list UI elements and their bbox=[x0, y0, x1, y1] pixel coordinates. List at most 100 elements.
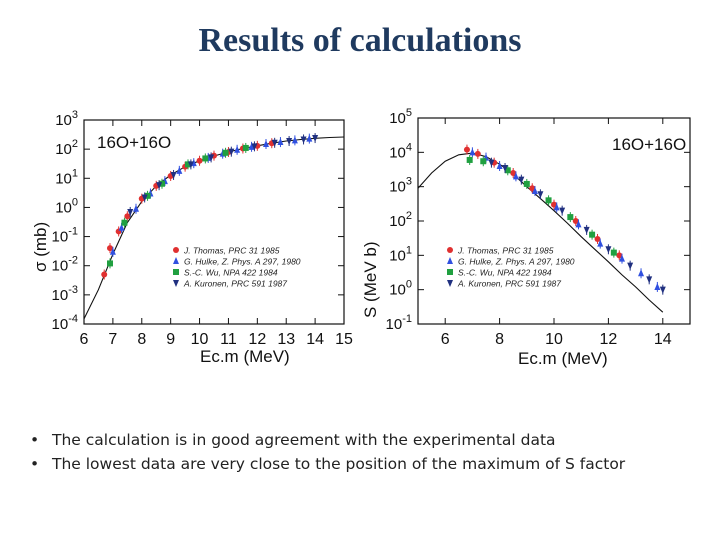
y-tick-label: 105 bbox=[389, 107, 412, 127]
data-point bbox=[594, 235, 601, 242]
data-point bbox=[551, 201, 557, 208]
data-point bbox=[496, 161, 503, 169]
y-tick-label: 10-3 bbox=[52, 284, 78, 304]
data-point bbox=[589, 231, 596, 238]
data-point bbox=[545, 197, 552, 204]
data-point bbox=[312, 135, 319, 143]
data-point bbox=[291, 136, 298, 144]
data-point bbox=[575, 220, 582, 228]
bullet-list: • The calculation is in good agreement w… bbox=[30, 428, 710, 476]
legend-marker bbox=[173, 280, 179, 287]
data-point bbox=[300, 136, 307, 144]
data-point bbox=[251, 143, 258, 151]
y-tick-label: 103 bbox=[389, 176, 412, 196]
data-point bbox=[466, 156, 473, 163]
y-tick-label: 100 bbox=[389, 279, 412, 299]
data-point bbox=[271, 139, 278, 147]
x-tick-label: 8 bbox=[137, 331, 146, 348]
bullet-text: The calculation is in good agreement wit… bbox=[52, 431, 556, 449]
x-tick-label: 6 bbox=[80, 331, 89, 348]
data-point bbox=[234, 145, 241, 153]
data-point bbox=[242, 144, 249, 151]
legend-marker bbox=[447, 247, 453, 253]
legend-entry: S.-C. Wu, NPA 422 1984 bbox=[458, 268, 552, 278]
reaction-label-right: 16O+16O bbox=[612, 135, 686, 154]
y-tick-label: 102 bbox=[389, 210, 412, 230]
data-point bbox=[480, 158, 487, 165]
x-tick-label: 7 bbox=[108, 331, 117, 348]
data-point bbox=[567, 214, 574, 221]
data-point bbox=[638, 269, 645, 277]
data-point bbox=[627, 262, 634, 270]
data-point bbox=[107, 245, 113, 252]
x-tick-label: 9 bbox=[166, 331, 175, 348]
data-point bbox=[127, 208, 134, 216]
data-point bbox=[144, 192, 151, 199]
y-tick-label: 10-1 bbox=[52, 226, 78, 246]
data-point bbox=[222, 149, 229, 156]
y-tick-label: 101 bbox=[55, 167, 78, 187]
data-point bbox=[553, 203, 560, 211]
x-tick-label: 6 bbox=[441, 331, 450, 348]
data-point bbox=[616, 252, 623, 259]
legend-entry: J. Thomas, PRC 31 1985 bbox=[457, 246, 554, 256]
bullet-text: The lowest data are very close to the po… bbox=[52, 455, 626, 473]
data-point bbox=[502, 164, 509, 172]
data-point bbox=[605, 246, 612, 254]
data-point bbox=[537, 191, 544, 199]
slide-title: Results of calculations bbox=[198, 22, 522, 59]
legend-marker bbox=[447, 269, 453, 275]
data-point bbox=[474, 150, 481, 157]
legend-marker bbox=[173, 269, 179, 275]
x-tick-label: 10 bbox=[545, 331, 563, 348]
y-tick-label: 101 bbox=[389, 244, 412, 264]
legend-marker bbox=[447, 280, 453, 287]
data-point bbox=[463, 146, 470, 153]
data-point bbox=[286, 138, 293, 146]
reaction-label-left: 16O+16O bbox=[97, 133, 171, 152]
data-point bbox=[185, 161, 191, 168]
x-tick-label: 14 bbox=[654, 331, 672, 348]
x-tick-label: 14 bbox=[306, 331, 324, 348]
data-point bbox=[248, 142, 255, 150]
data-point bbox=[583, 226, 590, 234]
data-point bbox=[619, 254, 625, 262]
legend-entry: S.-C. Wu, NPA 422 1984 bbox=[184, 268, 278, 278]
data-point bbox=[559, 207, 566, 215]
data-point bbox=[469, 148, 476, 156]
data-point bbox=[529, 185, 536, 192]
x-tick-label: 13 bbox=[277, 331, 295, 348]
data-point bbox=[277, 138, 284, 146]
y-tick-label: 102 bbox=[55, 138, 78, 158]
data-point bbox=[101, 271, 108, 278]
data-point bbox=[504, 167, 511, 174]
x-tick-label: 8 bbox=[495, 331, 504, 348]
y-tick-label: 10-1 bbox=[386, 313, 412, 333]
y-axis-label-left: σ (mb) bbox=[31, 222, 50, 272]
x-tick-label: 11 bbox=[220, 331, 237, 348]
x-tick-label: 10 bbox=[191, 331, 209, 348]
data-point bbox=[107, 260, 113, 267]
y-tick-label: 104 bbox=[389, 141, 412, 161]
x-tick-label: 15 bbox=[335, 331, 353, 348]
data-point bbox=[228, 148, 235, 156]
y-tick-label: 10-2 bbox=[52, 255, 78, 275]
data-point bbox=[141, 194, 148, 202]
data-point bbox=[518, 176, 525, 184]
legend-marker bbox=[173, 247, 179, 253]
y-tick-label: 103 bbox=[55, 109, 78, 129]
y-axis-label-right: S (MeV b) bbox=[361, 241, 380, 318]
data-point bbox=[263, 140, 269, 148]
data-point bbox=[659, 286, 666, 294]
bullet-marker: • bbox=[30, 431, 40, 449]
legend-entry: G. Hulke, Z. Phys. A 297, 1980 bbox=[458, 257, 575, 267]
legend-marker bbox=[447, 257, 453, 264]
data-point bbox=[488, 159, 495, 167]
data-point bbox=[121, 219, 128, 226]
y-tick-label: 10-4 bbox=[52, 313, 78, 333]
data-point bbox=[510, 170, 517, 177]
data-point bbox=[124, 213, 131, 220]
data-point bbox=[512, 172, 519, 180]
